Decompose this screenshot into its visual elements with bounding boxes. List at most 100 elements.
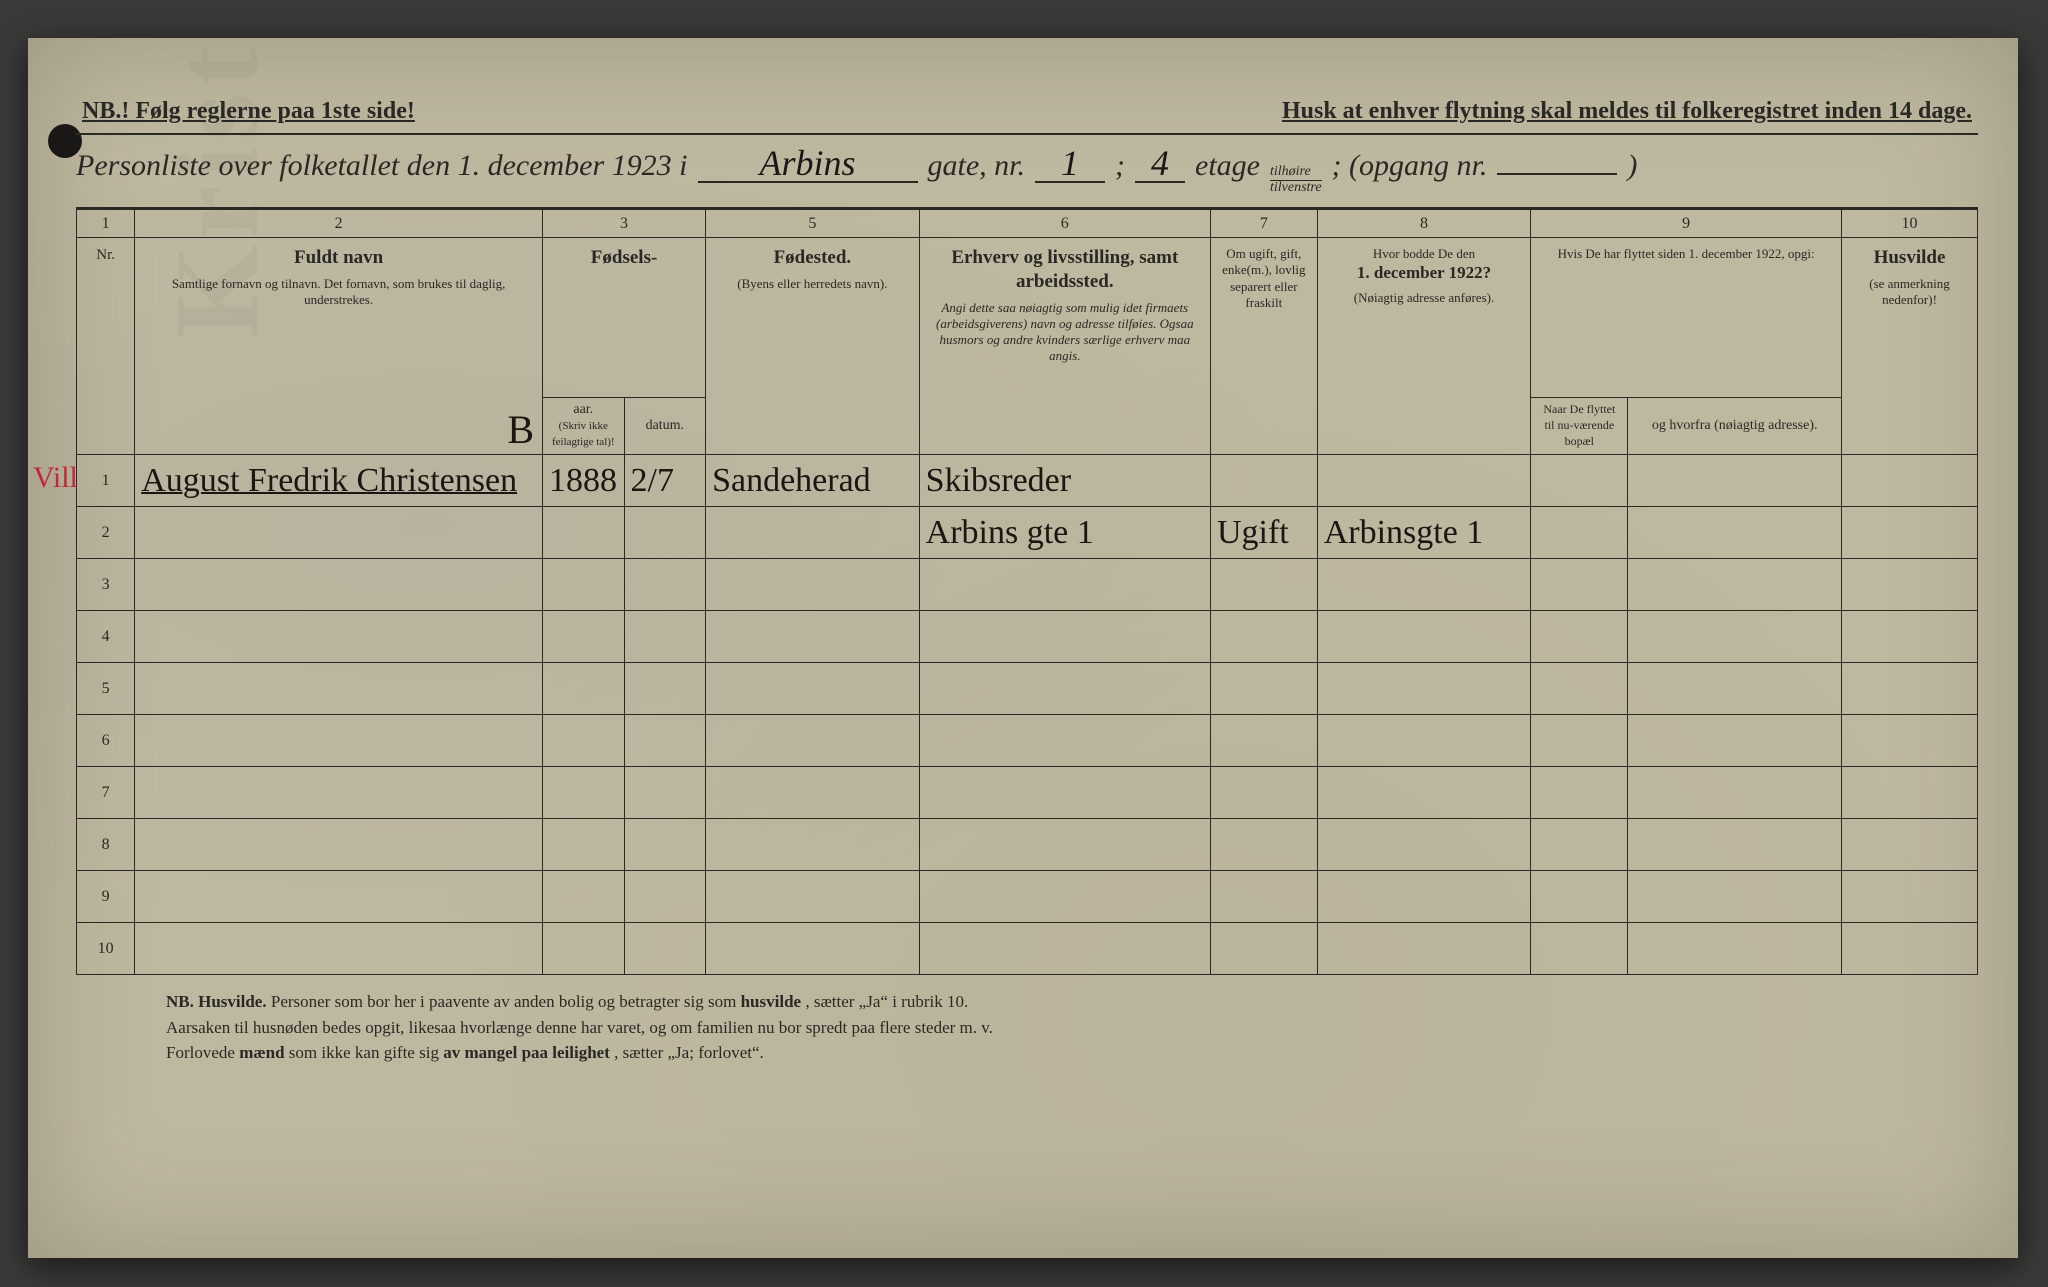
footnote-l1c: husvilde [741, 992, 801, 1011]
cell-naar [1531, 455, 1628, 507]
cell-bodde: Arbinsgte 1 [1317, 507, 1531, 559]
cell-gift [1210, 455, 1317, 507]
col-gift-text: Om ugift, gift, enke(m.), lovlig separer… [1217, 246, 1311, 311]
footnote-l1d: , sætter „Ja“ i rubrik 10. [805, 992, 968, 1011]
row2-erhverv: Arbins gte 1 [926, 514, 1094, 551]
cell-nr: 5 [77, 663, 135, 715]
footnote-l3e: , sætter „Ja; forlovet“. [614, 1043, 764, 1062]
header-labels-row: Nr. Fuldt navn Samtlige fornavn og tilna… [77, 238, 1978, 398]
husk-instruction: Husk at enhver flytning skal meldes til … [1282, 98, 1972, 125]
cell-husv [1841, 455, 1977, 507]
col-hvorfra-text: og hvorfra (nøiagtig adresse). [1652, 418, 1818, 433]
table-row: 6 [77, 715, 1978, 767]
cell-erhverv: Skibsreder [919, 455, 1210, 507]
colnum-5: 5 [706, 210, 920, 238]
col-husvilde: Husvilde (se anmerkning nedenfor)! [1841, 238, 1977, 455]
row1-sted: Sandeherad [712, 462, 871, 499]
cell-sted: Sandeherad [706, 455, 920, 507]
cell-name: August Fredrik Christensen [135, 455, 543, 507]
footnote-l3c: som ikke kan gifte sig [289, 1043, 443, 1062]
row1-aar: 1888 [549, 462, 617, 499]
col-bodde-pre: Hvor bodde De den [1324, 246, 1525, 262]
col-husvilde-main: Husvilde [1848, 246, 1971, 270]
opgang-label: ; (opgang nr. [1332, 149, 1488, 183]
col-fodested-sub: (Byens eller herredets navn). [712, 276, 913, 292]
table-body: Vill 1 August Fredrik Christensen 1888 2… [77, 455, 1978, 975]
semicolon: ; [1115, 149, 1125, 183]
cell-erhverv: Arbins gte 1 [919, 507, 1210, 559]
nb-instruction: NB.! Følg reglerne paa 1ste side! [82, 98, 415, 125]
footnote-l3d: av mangel paa leilighet [443, 1043, 610, 1062]
col-hvorfra: og hvorfra (nøiagtig adresse). [1628, 398, 1842, 455]
cell-nr: Vill 1 [77, 455, 135, 507]
cell-nr: 8 [77, 819, 135, 871]
col-bodde: Hvor bodde De den 1. december 1922? (Nøi… [1317, 238, 1531, 455]
footnote-l3a: Forlovede [166, 1043, 239, 1062]
document-content: NB.! Følg reglerne paa 1ste side! Husk a… [76, 98, 1978, 1218]
frac-bot: tilvenstre [1270, 181, 1322, 195]
row1-datum: 2/7 [631, 462, 674, 499]
colnum-8: 8 [1317, 210, 1531, 238]
col-nr: Nr. [77, 238, 135, 455]
footnote-nb: NB. Husvilde. [166, 992, 267, 1011]
cell-name [135, 507, 543, 559]
table-row: 8 [77, 819, 1978, 871]
cell-datum [624, 507, 706, 559]
row2-gift: Ugift [1217, 514, 1289, 551]
gate-nr-field: 1 [1035, 145, 1105, 183]
col-fodested: Fødested. (Byens eller herredets navn). [706, 238, 920, 455]
col-naar: Naar De flyttet til nu-værende bopæl [1531, 398, 1628, 455]
col-fodested-main: Fødested. [712, 246, 913, 270]
colnum-7: 7 [1210, 210, 1317, 238]
cell-nr: 7 [77, 767, 135, 819]
col-erhverv-main: Erhverv og livsstilling, samt arbeidsste… [926, 246, 1204, 294]
title-prefix: Personliste over folketallet den 1. dece… [76, 149, 688, 183]
col-flyttet: Hvis De har flyttet siden 1. december 19… [1531, 238, 1842, 398]
colnum-3: 3 [543, 210, 706, 238]
footnote-l1b: Personer som bor her i paavente av anden… [271, 992, 741, 1011]
cell-husv [1841, 507, 1977, 559]
title-line: Personliste over folketallet den 1. dece… [76, 145, 1978, 209]
table-row: 7 [77, 767, 1978, 819]
colnum-2: 2 [135, 210, 543, 238]
row1-erhverv: Skibsreder [926, 462, 1071, 499]
footnote: NB. Husvilde. Personer som bor her i paa… [76, 989, 1978, 1066]
margin-annotation: Vill [33, 461, 78, 495]
cell-nr: 6 [77, 715, 135, 767]
cell-aar: 1888 [543, 455, 625, 507]
table-row: 4 [77, 611, 1978, 663]
table-row: 2 Arbins gte 1 Ugift Arbinsgte 1 [77, 507, 1978, 559]
table-row: 9 [77, 871, 1978, 923]
col-name-main: Fuldt navn [141, 246, 536, 270]
table-row: Vill 1 August Fredrik Christensen 1888 2… [77, 455, 1978, 507]
col-naar-text: Naar De flyttet til nu-værende bopæl [1543, 402, 1615, 448]
corner-annotation: B [507, 410, 534, 450]
gate-label: gate, nr. [928, 149, 1026, 183]
cell-gift: Ugift [1210, 507, 1317, 559]
header-numbers-row: 1 2 3 5 6 7 8 9 10 [77, 210, 1978, 238]
col-flyttet-text: Hvis De har flyttet siden 1. december 19… [1537, 246, 1835, 262]
title-close: ) [1627, 149, 1637, 183]
colnum-1: 1 [77, 210, 135, 238]
street-field: Arbins [698, 145, 918, 183]
cell-hvor [1628, 455, 1842, 507]
cell-naar [1531, 507, 1628, 559]
cell-nr: 2 [77, 507, 135, 559]
footnote-line3: Forlovede mænd som ikke kan gifte sig av… [166, 1040, 1918, 1066]
cell-sted [706, 507, 920, 559]
col-datum: datum. [624, 398, 706, 455]
row1-nr: 1 [102, 472, 110, 489]
frac-top: tilhøire [1270, 165, 1322, 181]
footnote-l3b: mænd [239, 1043, 284, 1062]
cell-nr: 10 [77, 923, 135, 975]
col-husvilde-sub: (se anmerkning nedenfor)! [1848, 276, 1971, 309]
cell-datum: 2/7 [624, 455, 706, 507]
col-name-sub: Samtlige fornavn og tilnavn. Det fornavn… [141, 276, 536, 309]
cell-bodde [1317, 455, 1531, 507]
col-fodsels: Fødsels- [543, 238, 706, 398]
colnum-10: 10 [1841, 210, 1977, 238]
document-paper: Kristiania NB.! Følg reglerne paa 1ste s… [28, 38, 2018, 1258]
col-name: Fuldt navn Samtlige fornavn og tilnavn. … [135, 238, 543, 455]
top-instruction-line: NB.! Følg reglerne paa 1ste side! Husk a… [76, 98, 1978, 135]
cell-hvor [1628, 507, 1842, 559]
